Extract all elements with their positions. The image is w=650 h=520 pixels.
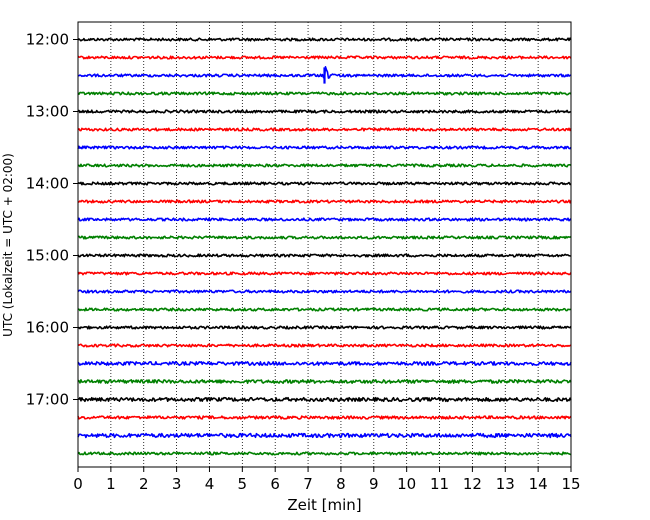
x-tick-label: 5 xyxy=(238,475,248,493)
trace-line xyxy=(77,235,572,240)
y-tick-label: 14:00 xyxy=(26,175,69,193)
x-tick-label: 15 xyxy=(561,475,580,493)
trace-line xyxy=(77,415,572,420)
x-tick-label: 6 xyxy=(270,475,280,493)
y-axis-label: UTC (Lokalzeit = UTC + 02:00) xyxy=(1,153,15,337)
trace-line xyxy=(77,396,572,403)
trace-line xyxy=(77,127,572,132)
trace-line xyxy=(77,451,572,456)
trace-line xyxy=(77,325,572,330)
y-axis: 12:00 13:00 14:00 15:00 16:00 17:00 xyxy=(26,31,78,409)
trace-line xyxy=(77,271,572,276)
x-axis: 0 1 2 3 4 5 6 7 8 9 10 11 12 13 14 15 xyxy=(73,467,581,493)
trace-line xyxy=(77,379,572,384)
traces xyxy=(77,37,572,456)
x-tick-label: 0 xyxy=(73,475,83,493)
trace-line xyxy=(77,199,572,204)
trace-line xyxy=(77,91,572,96)
x-tick-label: 7 xyxy=(303,475,313,493)
grid-lines xyxy=(110,22,539,467)
trace-line xyxy=(77,289,572,294)
trace-line xyxy=(77,109,572,114)
trace-line xyxy=(77,55,572,60)
trace-line xyxy=(77,343,572,348)
x-tick-label: 1 xyxy=(106,475,116,493)
x-tick-label: 11 xyxy=(430,475,449,493)
y-tick-label: 17:00 xyxy=(26,391,69,409)
x-tick-label: 14 xyxy=(529,475,548,493)
trace-line xyxy=(77,37,572,42)
x-tick-label: 9 xyxy=(369,475,379,493)
trace-line xyxy=(77,432,572,439)
x-tick-label: 13 xyxy=(496,475,515,493)
y-tick-label: 16:00 xyxy=(26,319,69,337)
x-tick-label: 10 xyxy=(397,475,416,493)
trace-line xyxy=(77,217,572,222)
y-tick-label: 12:00 xyxy=(26,31,69,49)
x-axis-label: Zeit [min] xyxy=(287,496,361,514)
x-tick-label: 8 xyxy=(336,475,346,493)
x-tick-label: 2 xyxy=(139,475,149,493)
trace-line xyxy=(77,307,572,312)
plot-frame xyxy=(77,21,572,468)
trace-line xyxy=(77,361,572,366)
y-tick-label: 15:00 xyxy=(26,247,69,265)
trace-line xyxy=(77,181,572,186)
y-tick-label: 13:00 xyxy=(26,103,69,121)
x-tick-label: 4 xyxy=(205,475,215,493)
trace-line xyxy=(77,145,572,150)
x-tick-label: 3 xyxy=(172,475,182,493)
trace-line xyxy=(77,163,572,168)
x-tick-label: 12 xyxy=(463,475,482,493)
trace-line xyxy=(77,253,572,258)
